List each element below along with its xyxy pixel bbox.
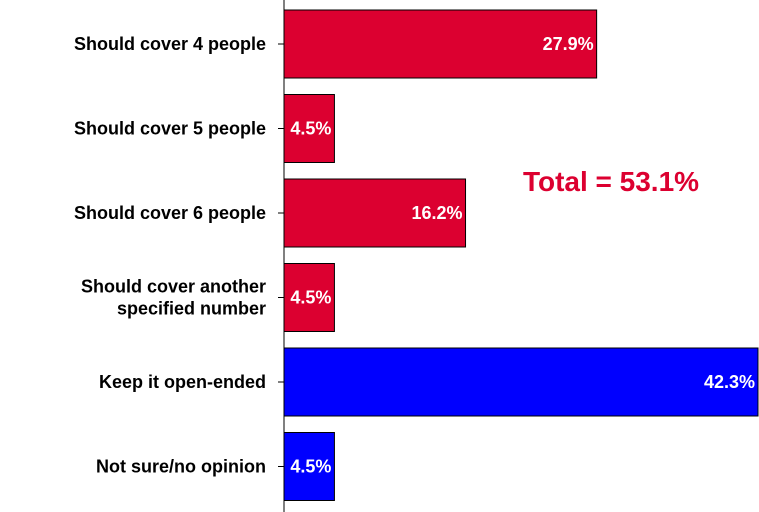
category-label-1: Should cover 4 people: [74, 34, 266, 54]
value-label-6: 4.5%: [290, 457, 331, 477]
value-label-1: 27.9%: [543, 34, 594, 54]
value-label-4: 4.5%: [290, 288, 331, 308]
category-label-3: Should cover 6 people: [74, 203, 266, 223]
value-label-2: 4.5%: [290, 119, 331, 139]
category-label-6: Not sure/no opinion: [96, 457, 266, 477]
bar-1: [283, 9, 598, 79]
value-label-3: 16.2%: [411, 203, 462, 223]
bar-2: [283, 94, 335, 163]
bar-5: [283, 347, 759, 417]
category-label-4-line-2: specified number: [117, 299, 266, 319]
value-label-5: 42.3%: [704, 372, 755, 392]
category-label-5: Keep it open-ended: [99, 372, 266, 392]
total-annotation: Total = 53.1%: [523, 166, 699, 197]
bar-3: [283, 178, 467, 248]
bar-6: [283, 432, 335, 501]
category-label-4-line-1: Should cover another: [81, 277, 266, 297]
category-label-2: Should cover 5 people: [74, 119, 266, 139]
